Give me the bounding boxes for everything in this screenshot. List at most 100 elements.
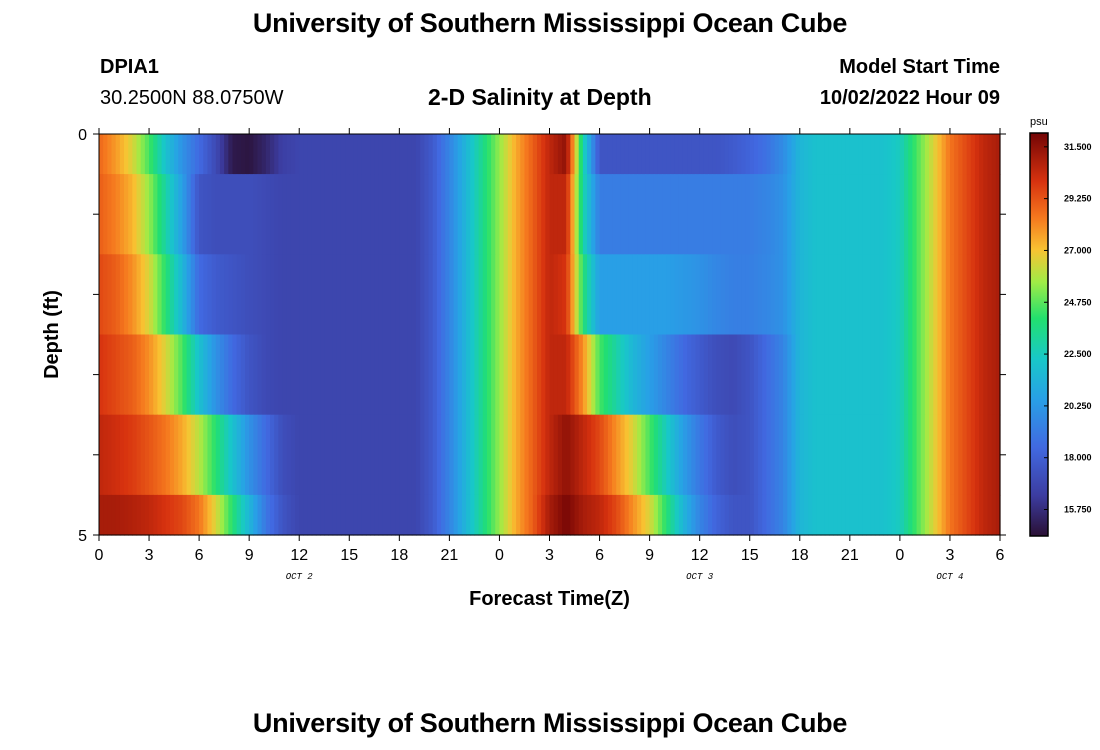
- heatmap-cell: [582, 414, 588, 496]
- heatmap-cell: [499, 174, 505, 255]
- heatmap-cell: [841, 414, 847, 496]
- colorbar-tick-label: 22.500: [1064, 349, 1092, 359]
- heatmap-cell: [879, 334, 884, 416]
- heatmap-cell: [453, 494, 459, 536]
- heatmap-cell: [899, 134, 905, 175]
- heatmap-cell: [591, 334, 596, 416]
- heatmap-cell: [566, 414, 571, 496]
- heatmap-cell: [532, 414, 538, 496]
- heatmap-cell: [128, 134, 133, 175]
- heatmap-cell: [929, 414, 934, 496]
- heatmap-cell: [395, 134, 400, 175]
- heatmap-cell: [449, 414, 455, 496]
- heatmap-cell: [261, 254, 267, 336]
- heatmap-cell: [812, 254, 818, 336]
- heatmap-cell: [833, 174, 838, 255]
- heatmap-cell: [182, 414, 188, 496]
- heatmap-cell: [340, 174, 346, 255]
- heatmap-cell: [587, 134, 592, 175]
- heatmap-cell: [165, 494, 171, 536]
- heatmap-cell: [236, 414, 242, 496]
- heatmap-cell: [678, 494, 684, 536]
- heatmap-cell: [474, 134, 480, 175]
- heatmap-cell: [190, 174, 196, 255]
- heatmap-cell: [549, 334, 555, 416]
- heatmap-cell: [478, 254, 484, 336]
- heatmap-cell: [345, 334, 350, 416]
- heatmap-cell: [741, 334, 747, 416]
- heatmap-cell: [937, 414, 943, 496]
- heatmap-cell: [612, 254, 617, 336]
- heatmap-cell: [987, 414, 993, 496]
- heatmap-cell: [161, 254, 167, 336]
- heatmap-cell: [282, 254, 288, 336]
- heatmap-cell: [916, 414, 922, 496]
- heatmap-cell: [199, 134, 204, 175]
- heatmap-cell: [574, 494, 580, 536]
- heatmap-cell: [778, 414, 784, 496]
- heatmap-cell: [203, 254, 209, 336]
- heatmap-cell: [382, 174, 388, 255]
- heatmap-cell: [749, 414, 755, 496]
- heatmap-cell: [416, 254, 421, 336]
- heatmap-cell: [762, 134, 768, 175]
- heatmap-cell: [324, 334, 330, 416]
- heatmap-cell: [482, 134, 488, 175]
- heatmap-cell: [974, 134, 980, 175]
- heatmap-cell: [203, 334, 209, 416]
- heatmap-cell: [436, 414, 442, 496]
- heatmap-cell: [103, 414, 108, 496]
- heatmap-cell: [995, 334, 1001, 416]
- heatmap-cell: [386, 174, 392, 255]
- heatmap-cell: [937, 494, 943, 536]
- heatmap-cell: [441, 494, 446, 536]
- heatmap-cell: [929, 134, 934, 175]
- heatmap-cell: [849, 174, 855, 255]
- heatmap-cell: [970, 134, 976, 175]
- heatmap-cell: [682, 414, 688, 496]
- heatmap-cell: [728, 494, 734, 536]
- heatmap-cell: [787, 414, 793, 496]
- heatmap-row: [99, 334, 1001, 416]
- heatmap-cell: [336, 494, 342, 536]
- heatmap-cell: [307, 174, 313, 255]
- footer-title: University of Southern Mississippi Ocean…: [252, 708, 848, 738]
- heatmap-cell: [270, 254, 275, 336]
- heatmap-cell: [303, 494, 309, 536]
- heatmap-cell: [478, 134, 484, 175]
- heatmap-cell: [974, 254, 980, 336]
- heatmap-cell: [916, 334, 922, 416]
- heatmap-cell: [762, 494, 768, 536]
- heatmap-cell: [165, 134, 171, 175]
- heatmap-cell: [920, 334, 926, 416]
- heatmap-cell: [933, 334, 939, 416]
- heatmap-cell: [908, 414, 913, 496]
- heatmap-cell: [140, 494, 146, 536]
- heatmap-cell: [174, 134, 179, 175]
- heatmap-cell: [758, 254, 763, 336]
- heatmap-cell: [904, 134, 909, 175]
- heatmap-cell: [682, 494, 688, 536]
- heatmap-cell: [224, 414, 229, 496]
- heatmap-cell: [219, 494, 225, 536]
- heatmap-cell: [286, 134, 292, 175]
- heatmap-cell: [620, 334, 626, 416]
- heatmap-cell: [924, 334, 930, 416]
- heatmap-cell: [753, 254, 759, 336]
- date-label: OCT 3: [686, 572, 714, 582]
- heatmap-cell: [849, 414, 855, 496]
- heatmap-cell: [858, 494, 863, 536]
- heatmap-cell: [178, 254, 184, 336]
- heatmap-cell: [457, 254, 463, 336]
- heatmap-cell: [228, 494, 234, 536]
- heatmap-cell: [833, 254, 838, 336]
- heatmap-cell: [616, 134, 622, 175]
- heatmap-cell: [345, 494, 350, 536]
- heatmap-cell: [945, 134, 951, 175]
- heatmap-cell: [883, 334, 888, 416]
- heatmap-cell: [820, 254, 826, 336]
- heatmap-cell: [511, 414, 517, 496]
- heatmap-cell: [436, 334, 442, 416]
- heatmap-cell: [724, 254, 730, 336]
- heatmap-cell: [474, 334, 480, 416]
